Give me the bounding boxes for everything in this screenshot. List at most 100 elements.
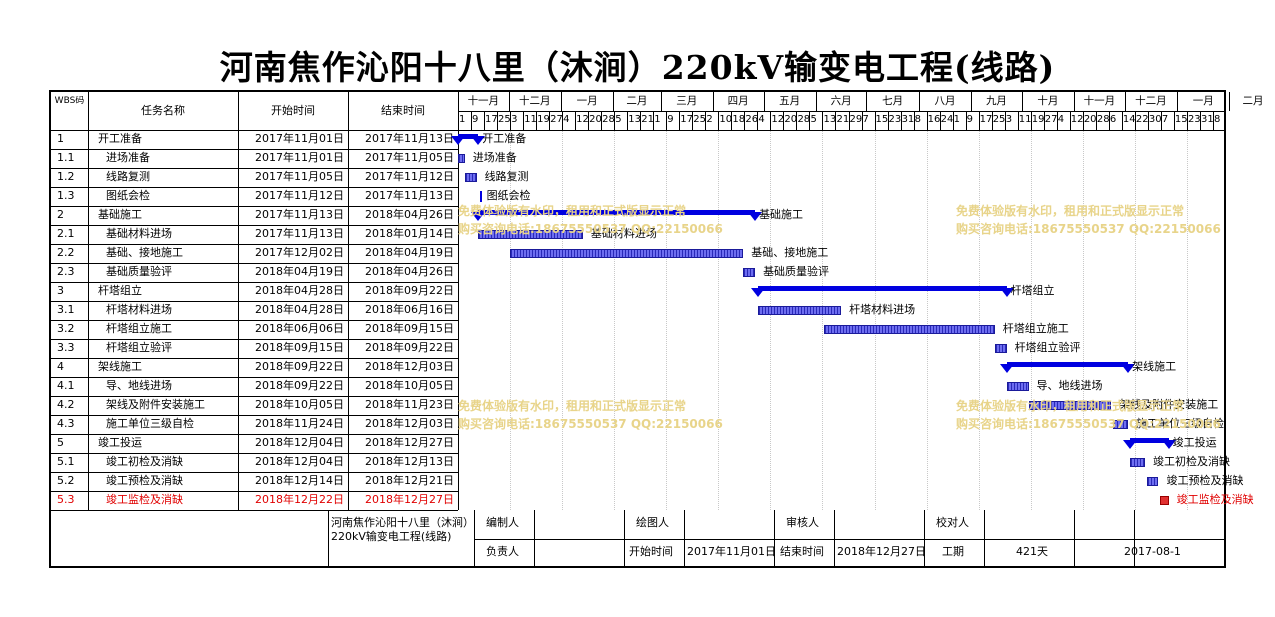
timescale-tick: 14 [1122,114,1136,125]
row-line [51,396,458,397]
task-bar[interactable] [1112,420,1129,429]
gridline [874,130,876,510]
footer-divider [684,510,685,568]
task-name[interactable]: 图纸会检 [106,189,150,202]
summary-bar[interactable] [1129,438,1169,443]
timescale-tick: 31 [1200,114,1214,125]
footer-divider [834,510,835,568]
task-name[interactable]: 竣工投运 [98,436,142,449]
task-bar[interactable] [1006,382,1029,391]
task-bar[interactable] [758,306,842,315]
task-start: 2017年11月13日 [255,208,344,221]
tick-divider [523,111,525,130]
gridline [510,130,512,510]
summary-end-marker [748,212,763,221]
tick-divider [575,111,577,130]
gantt-table: WBS码 任务名称 开始时间 结束时间 十一月 十二月 一月 二月 三月 四月 五月 六月 七月 八月 九月… [49,90,1264,568]
timescale-tick: 24 [940,114,954,125]
task-bar[interactable] [1028,401,1112,410]
timescale-tick: 15 [875,114,889,125]
summary-start-marker [751,288,766,297]
bar-label: 开工准备 [482,132,527,145]
task-name[interactable]: 开工准备 [98,132,142,145]
task-bar[interactable] [824,325,995,334]
task-name[interactable]: 竣工监检及消缺 [106,493,183,506]
task-end: 2018年04月26日 [365,208,454,221]
gridline [926,130,928,510]
tick-divider [510,111,512,130]
task-name[interactable]: 杆塔材料进场 [106,303,172,316]
timescale-tick: 20 [589,114,602,125]
task-bar[interactable] [1146,477,1159,486]
summary-bar[interactable] [1006,362,1129,367]
task-start: 2018年12月04日 [255,436,344,449]
timescale-tick: 2 [706,114,713,125]
task-name[interactable]: 施工单位三级自检 [106,417,194,430]
tick-divider [822,111,824,130]
end-value: 2018年12月27日 [837,545,926,558]
task-name[interactable]: 基础质量验评 [106,265,172,278]
task-name[interactable]: 竣工初检及消缺 [106,455,183,468]
task-name[interactable]: 基础施工 [98,208,142,221]
task-name[interactable]: 导、地线进场 [106,379,172,392]
tick-divider [1186,111,1188,130]
task-bar[interactable] [510,249,744,258]
timescale-tick: 23 [1187,114,1201,125]
task-name[interactable]: 线路复测 [106,170,150,183]
month-label: 六月 [830,95,852,107]
duration-label: 工期 [942,545,964,558]
task-name[interactable]: 杆塔组立验评 [106,341,172,354]
timescale-tick: 8 [914,114,921,125]
tick-divider [588,111,590,130]
end-label: 结束时间 [780,545,824,558]
tick-divider [952,111,954,130]
start-value: 2017年11月01日 [687,545,776,558]
task-name[interactable]: 竣工预检及消缺 [106,474,183,487]
task-bar[interactable] [1160,496,1169,505]
task-name[interactable]: 架线及附件安装施工 [106,398,205,411]
task-start: 2018年04月28日 [255,303,344,316]
tick-divider [1134,111,1136,130]
timescale-tick: 25 [992,114,1006,125]
month-label: 五月 [779,95,801,107]
bar-label: 杆塔组立验评 [1014,341,1081,354]
summary-bar[interactable] [758,286,1007,291]
task-wbs: 2.2 [57,246,75,259]
task-bar[interactable] [464,173,477,182]
column-divider [458,92,459,510]
month-divider [971,92,973,111]
tick-divider [809,111,811,130]
month-label: 十二月 [1135,95,1167,107]
task-name[interactable]: 杆塔组立施工 [106,322,172,335]
task-bar[interactable] [1129,458,1145,467]
month-divider [1177,92,1179,111]
task-bar[interactable] [478,230,583,239]
timescale-tick: 28 [602,114,615,125]
month-divider [918,92,920,111]
summary-bar[interactable] [478,210,756,215]
bar-label: 图纸会检 [486,189,531,202]
tick-divider [1173,111,1175,130]
task-name[interactable]: 架线施工 [98,360,142,373]
column-header-wbs: WBS码 [54,96,85,106]
timescale-tick: 17 [680,114,694,125]
task-name[interactable]: 基础、接地施工 [106,246,183,259]
timescale-tick: 1 [459,114,466,125]
timescale-tick: 21 [641,114,654,125]
month-divider [660,92,662,111]
tick-divider [1030,111,1032,130]
task-name[interactable]: 进场准备 [106,151,150,164]
milestone-marker[interactable] [479,191,482,202]
bar-label: 竣工预检及消缺 [1166,474,1244,487]
tick-divider [926,111,928,130]
header-bottom-line [51,130,1226,131]
task-start: 2018年11月24日 [255,417,344,430]
task-name[interactable]: 基础材料进场 [106,227,172,240]
summary-bar[interactable] [458,134,479,139]
task-end: 2017年11月05日 [365,151,454,164]
timescale-tick: 28 [1096,114,1110,125]
task-bar[interactable] [743,268,756,277]
task-bar[interactable] [994,344,1007,353]
task-name[interactable]: 杆塔组立 [98,284,142,297]
task-bar[interactable] [458,154,465,163]
